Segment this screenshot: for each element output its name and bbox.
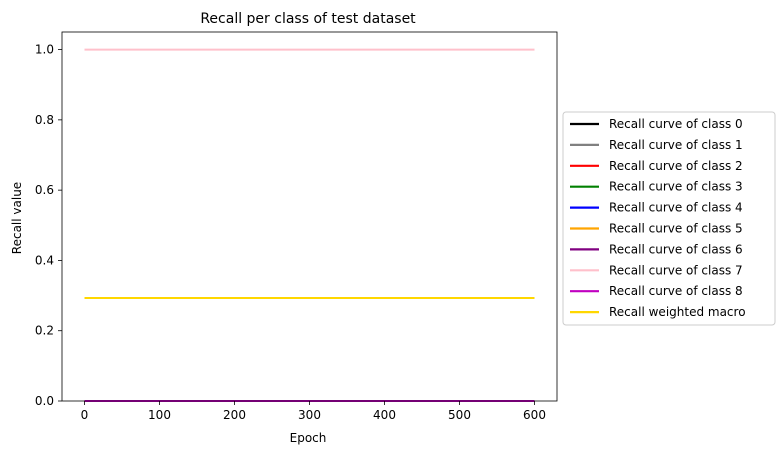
legend-label-2: Recall curve of class 2 bbox=[609, 159, 743, 173]
legend-label-9: Recall weighted macro bbox=[609, 305, 746, 319]
y-tick-label-1: 0.2 bbox=[35, 324, 54, 338]
x-tick-label-4: 400 bbox=[373, 408, 396, 422]
plot-frame bbox=[61, 31, 558, 402]
legend-label-6: Recall curve of class 6 bbox=[609, 242, 743, 256]
legend-box bbox=[562, 111, 776, 326]
x-tick-label-0: 0 bbox=[81, 408, 89, 422]
legend-label-4: Recall curve of class 4 bbox=[609, 201, 743, 215]
y-tick-label-3: 0.6 bbox=[35, 183, 54, 197]
y-tick-label-4: 0.8 bbox=[35, 113, 54, 127]
x-tick-label-1: 100 bbox=[148, 408, 171, 422]
legend: Recall curve of class 0 Recall curve of c… bbox=[562, 111, 776, 326]
x-tick-label-6: 600 bbox=[523, 408, 546, 422]
plot-area bbox=[61, 31, 558, 402]
legend-label-8: Recall curve of class 8 bbox=[609, 284, 743, 298]
legend-label-3: Recall curve of class 3 bbox=[609, 180, 743, 194]
x-tick-label-2: 200 bbox=[223, 408, 246, 422]
x-axis: 0 100 200 300 400 500 600 bbox=[81, 401, 546, 422]
legend-label-1: Recall curve of class 1 bbox=[609, 138, 743, 152]
y-axis: 0.0 0.2 0.4 0.6 0.8 1.0 bbox=[35, 43, 62, 408]
legend-label-5: Recall curve of class 5 bbox=[609, 222, 743, 236]
x-axis-label: Epoch bbox=[290, 431, 327, 445]
legend-label-0: Recall curve of class 0 bbox=[609, 117, 743, 131]
y-axis-label: Recall value bbox=[10, 182, 24, 254]
y-tick-label-2: 0.4 bbox=[35, 253, 54, 267]
chart-title: Recall per class of test dataset bbox=[200, 11, 416, 27]
y-tick-label-5: 1.0 bbox=[35, 43, 54, 57]
y-tick-label-0: 0.0 bbox=[35, 394, 54, 408]
x-tick-label-5: 500 bbox=[448, 408, 471, 422]
legend-label-7: Recall curve of class 7 bbox=[609, 263, 743, 277]
x-tick-label-3: 300 bbox=[298, 408, 321, 422]
